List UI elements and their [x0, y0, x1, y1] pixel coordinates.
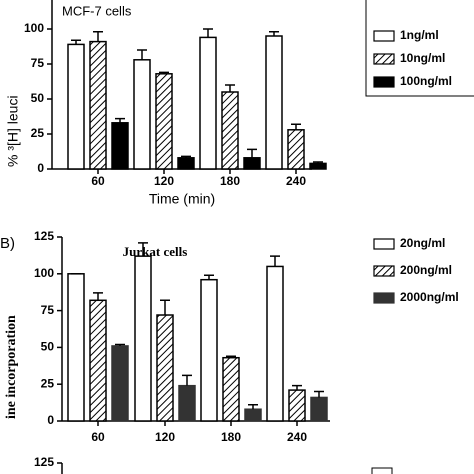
x-tick-label: 120 — [154, 174, 174, 188]
error-bar — [93, 31, 103, 42]
error-bar — [71, 39, 81, 45]
chart-title: Jurkat cells — [123, 244, 188, 259]
bar — [221, 91, 239, 170]
bar — [199, 36, 217, 170]
panel-label: B) — [0, 235, 15, 252]
legend-swatch — [373, 238, 395, 250]
legend-label: 20ng/ml — [400, 236, 445, 250]
y-axis-label: % ³[H] leuci — [5, 95, 21, 167]
legend-swatch — [373, 292, 395, 304]
bar — [89, 40, 107, 170]
bar — [134, 255, 152, 422]
error-bar — [182, 374, 192, 386]
x-axis-label: Time (min) — [149, 191, 215, 207]
y-tick-label: 25 — [31, 126, 45, 140]
legend-label: 1ng/ml — [400, 28, 439, 42]
y-tick-label: 25 — [41, 376, 55, 390]
y-tick-label: 0 — [47, 413, 54, 427]
error-bar — [181, 155, 191, 158]
chart-title: MCF-7 cells — [62, 3, 132, 18]
x-tick-label: 240 — [286, 174, 306, 188]
bar — [178, 384, 196, 422]
error-bar — [313, 161, 323, 164]
y-tick-label: 0 — [37, 161, 44, 175]
bar — [200, 278, 218, 422]
error-bar — [269, 31, 279, 36]
bar — [133, 59, 151, 170]
bar — [309, 162, 327, 170]
y-tick-label: 75 — [31, 56, 45, 70]
bar — [155, 73, 173, 170]
bar — [156, 314, 174, 422]
error-bar — [247, 148, 257, 158]
bar — [67, 43, 85, 170]
y-tick-label: 100 — [34, 266, 54, 280]
y-tick-label: 50 — [41, 340, 55, 354]
bar — [243, 157, 261, 170]
error-bar — [115, 343, 125, 346]
error-bar — [115, 117, 125, 123]
error-bar — [160, 299, 170, 316]
error-bar — [226, 355, 236, 358]
y-tick-label: 50 — [31, 91, 45, 105]
bar — [244, 408, 262, 422]
bar — [288, 389, 306, 422]
x-tick-label: 240 — [287, 430, 307, 444]
bar — [287, 129, 305, 170]
bar — [265, 35, 283, 170]
error-bar — [225, 84, 235, 92]
legend-swatch — [371, 467, 393, 474]
x-tick-label: 120 — [155, 430, 175, 444]
x-tick-label: 60 — [91, 430, 105, 444]
legend-swatch — [373, 30, 395, 42]
y-tick-label: 125 — [34, 229, 54, 243]
bar — [222, 356, 240, 422]
bar — [67, 273, 85, 422]
bar — [89, 299, 107, 422]
error-bar — [138, 242, 148, 257]
error-bar — [314, 390, 324, 398]
bar — [111, 345, 129, 422]
bar — [310, 396, 328, 422]
x-tick-label: 180 — [220, 174, 240, 188]
error-bar — [291, 123, 301, 130]
error-bar — [270, 255, 280, 267]
x-tick-label: 60 — [91, 174, 105, 188]
legend-label: 2000ng/ml — [400, 290, 459, 304]
error-bar — [203, 28, 213, 38]
legend-swatch — [373, 76, 395, 88]
legend-swatch — [373, 53, 395, 65]
error-bar — [292, 384, 302, 391]
y-tick-label: 75 — [41, 303, 55, 317]
legend-frame — [365, 0, 474, 97]
bar — [177, 157, 195, 170]
error-bar — [248, 404, 258, 410]
y-tick-label: 100 — [24, 21, 44, 35]
bar — [111, 122, 129, 170]
legend-label: 100ng/ml — [400, 74, 452, 88]
legend-swatch — [373, 265, 395, 277]
y-axis-label: ine incorporation — [4, 315, 19, 419]
error-bar — [159, 71, 169, 74]
legend-label: 200ng/ml — [400, 263, 452, 277]
y-tick-label: 125 — [34, 455, 54, 469]
bar — [266, 265, 284, 422]
legend-label: 10ng/ml — [400, 51, 445, 65]
error-bar — [204, 274, 214, 280]
x-tick-label: 180 — [221, 430, 241, 444]
error-bar — [93, 292, 103, 301]
error-bar — [137, 49, 147, 60]
